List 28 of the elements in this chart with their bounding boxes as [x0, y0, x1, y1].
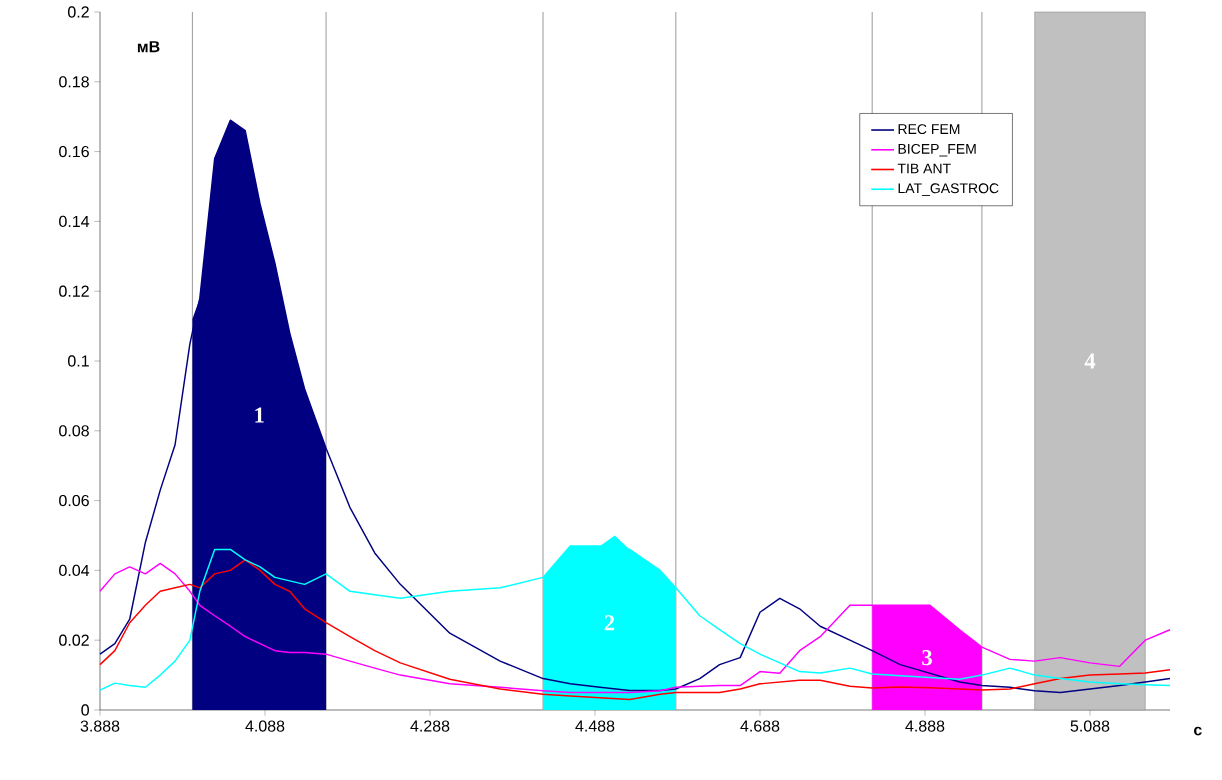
- y-tick-label: 0.1: [67, 355, 89, 367]
- y-tick-label: 0.14: [59, 215, 90, 228]
- x-tick-label: 4.488: [575, 720, 615, 732]
- legend-label: REC FEM: [898, 124, 960, 135]
- annotation: 2: [604, 615, 615, 631]
- x-axis-title: с: [1194, 726, 1202, 736]
- legend-label: BICEP_FEM: [898, 143, 976, 157]
- x-tick-label: 4.288: [410, 720, 450, 732]
- y-tick-label: 0.2: [67, 6, 89, 18]
- annotation: 1: [255, 407, 264, 423]
- x-tick-label: 4.088: [245, 720, 285, 732]
- y-tick-label: 0.18: [59, 76, 89, 88]
- y-tick-label: 0: [81, 704, 89, 716]
- band-label: 4: [1084, 353, 1096, 369]
- y-tick-label: 0.12: [59, 285, 89, 297]
- y-tick-label: 0.02: [59, 634, 89, 646]
- x-tick-label: 3.888: [80, 720, 120, 732]
- y-tick-label: 0.06: [59, 494, 89, 507]
- y-tick-label: 0.08: [59, 425, 89, 437]
- annotation: 3: [922, 650, 932, 666]
- x-tick-label: 4.888: [905, 720, 945, 732]
- x-tick-label: 4.688: [740, 720, 780, 732]
- y-tick-label: 0.16: [59, 145, 89, 158]
- legend-label: LAT_GASTROC: [898, 183, 999, 196]
- x-tick-label: 5.088: [1070, 720, 1110, 732]
- y-tick-label: 0.04: [59, 564, 90, 577]
- y-axis-title: мВ: [137, 41, 160, 53]
- legend-label: TIB ANT: [897, 163, 951, 174]
